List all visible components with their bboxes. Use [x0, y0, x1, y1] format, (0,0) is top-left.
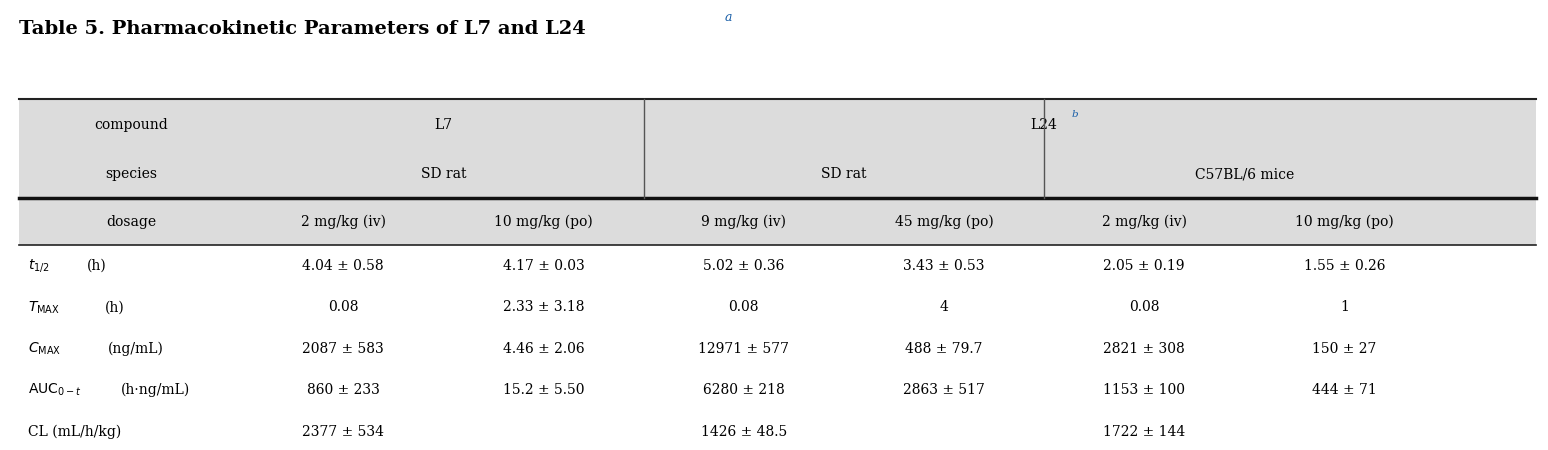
Text: 0.08: 0.08 [1128, 300, 1159, 315]
Text: 1153 ± 100: 1153 ± 100 [1104, 383, 1186, 397]
Text: 45 mg/kg (po): 45 mg/kg (po) [895, 215, 994, 229]
Text: 9 mg/kg (iv): 9 mg/kg (iv) [701, 215, 786, 229]
Text: 4.46 ± 2.06: 4.46 ± 2.06 [503, 342, 584, 356]
Text: (h·ng/mL): (h·ng/mL) [121, 383, 190, 397]
Text: 6280 ± 218: 6280 ± 218 [703, 383, 785, 397]
Text: C57BL/6 mice: C57BL/6 mice [1195, 167, 1294, 181]
Text: b: b [1071, 110, 1079, 119]
Text: 4.17 ± 0.03: 4.17 ± 0.03 [503, 259, 584, 273]
Text: 1722 ± 144: 1722 ± 144 [1104, 424, 1186, 439]
Text: SD rat: SD rat [421, 167, 466, 181]
Text: $t_{1/2}$: $t_{1/2}$ [28, 257, 50, 274]
Text: 10 mg/kg (po): 10 mg/kg (po) [494, 215, 593, 229]
Text: species: species [105, 167, 156, 181]
Text: 5.02 ± 0.36: 5.02 ± 0.36 [703, 259, 785, 273]
Text: 2 mg/kg (iv): 2 mg/kg (iv) [1102, 215, 1187, 229]
Text: 2 mg/kg (iv): 2 mg/kg (iv) [300, 215, 385, 229]
Text: 1426 ± 48.5: 1426 ± 48.5 [701, 424, 786, 439]
Text: CL (mL/h/kg): CL (mL/h/kg) [28, 424, 121, 439]
FancyBboxPatch shape [19, 245, 1536, 450]
Text: (h): (h) [87, 259, 107, 273]
Text: $\mathrm{AUC}_{0-t}$: $\mathrm{AUC}_{0-t}$ [28, 382, 82, 398]
Text: 2863 ± 517: 2863 ± 517 [902, 383, 985, 397]
Text: 12971 ± 577: 12971 ± 577 [698, 342, 789, 356]
Text: 4.04 ± 0.58: 4.04 ± 0.58 [302, 259, 384, 273]
Text: (h): (h) [105, 300, 125, 315]
Text: Table 5. Pharmacokinetic Parameters of L7 and L24: Table 5. Pharmacokinetic Parameters of L… [19, 20, 585, 38]
Text: 860 ± 233: 860 ± 233 [307, 383, 379, 397]
Text: SD rat: SD rat [820, 167, 867, 181]
Text: $T_{\mathrm{MAX}}$: $T_{\mathrm{MAX}}$ [28, 299, 60, 315]
Text: $C_{\mathrm{MAX}}$: $C_{\mathrm{MAX}}$ [28, 341, 60, 357]
Text: 10 mg/kg (po): 10 mg/kg (po) [1296, 215, 1393, 229]
Text: 0.08: 0.08 [328, 300, 359, 315]
Text: L7: L7 [435, 118, 452, 132]
Text: 444 ± 71: 444 ± 71 [1313, 383, 1376, 397]
FancyBboxPatch shape [19, 99, 1536, 450]
Text: 0.08: 0.08 [729, 300, 759, 315]
Text: 488 ± 79.7: 488 ± 79.7 [906, 342, 983, 356]
Text: 2.33 ± 3.18: 2.33 ± 3.18 [503, 300, 584, 315]
Text: (ng/mL): (ng/mL) [108, 342, 164, 356]
Text: 1: 1 [1341, 300, 1348, 315]
Text: 4: 4 [940, 300, 949, 315]
Text: 15.2 ± 5.50: 15.2 ± 5.50 [503, 383, 584, 397]
Text: dosage: dosage [105, 215, 156, 229]
Text: 1.55 ± 0.26: 1.55 ± 0.26 [1303, 259, 1385, 273]
Text: 2.05 ± 0.19: 2.05 ± 0.19 [1104, 259, 1184, 273]
Text: 2377 ± 534: 2377 ± 534 [302, 424, 384, 439]
Text: 150 ± 27: 150 ± 27 [1313, 342, 1376, 356]
Text: L24: L24 [1031, 118, 1057, 132]
Text: compound: compound [94, 118, 167, 132]
Text: 3.43 ± 0.53: 3.43 ± 0.53 [902, 259, 985, 273]
Text: a: a [724, 11, 732, 24]
Text: 2087 ± 583: 2087 ± 583 [302, 342, 384, 356]
Text: 2821 ± 308: 2821 ± 308 [1104, 342, 1186, 356]
